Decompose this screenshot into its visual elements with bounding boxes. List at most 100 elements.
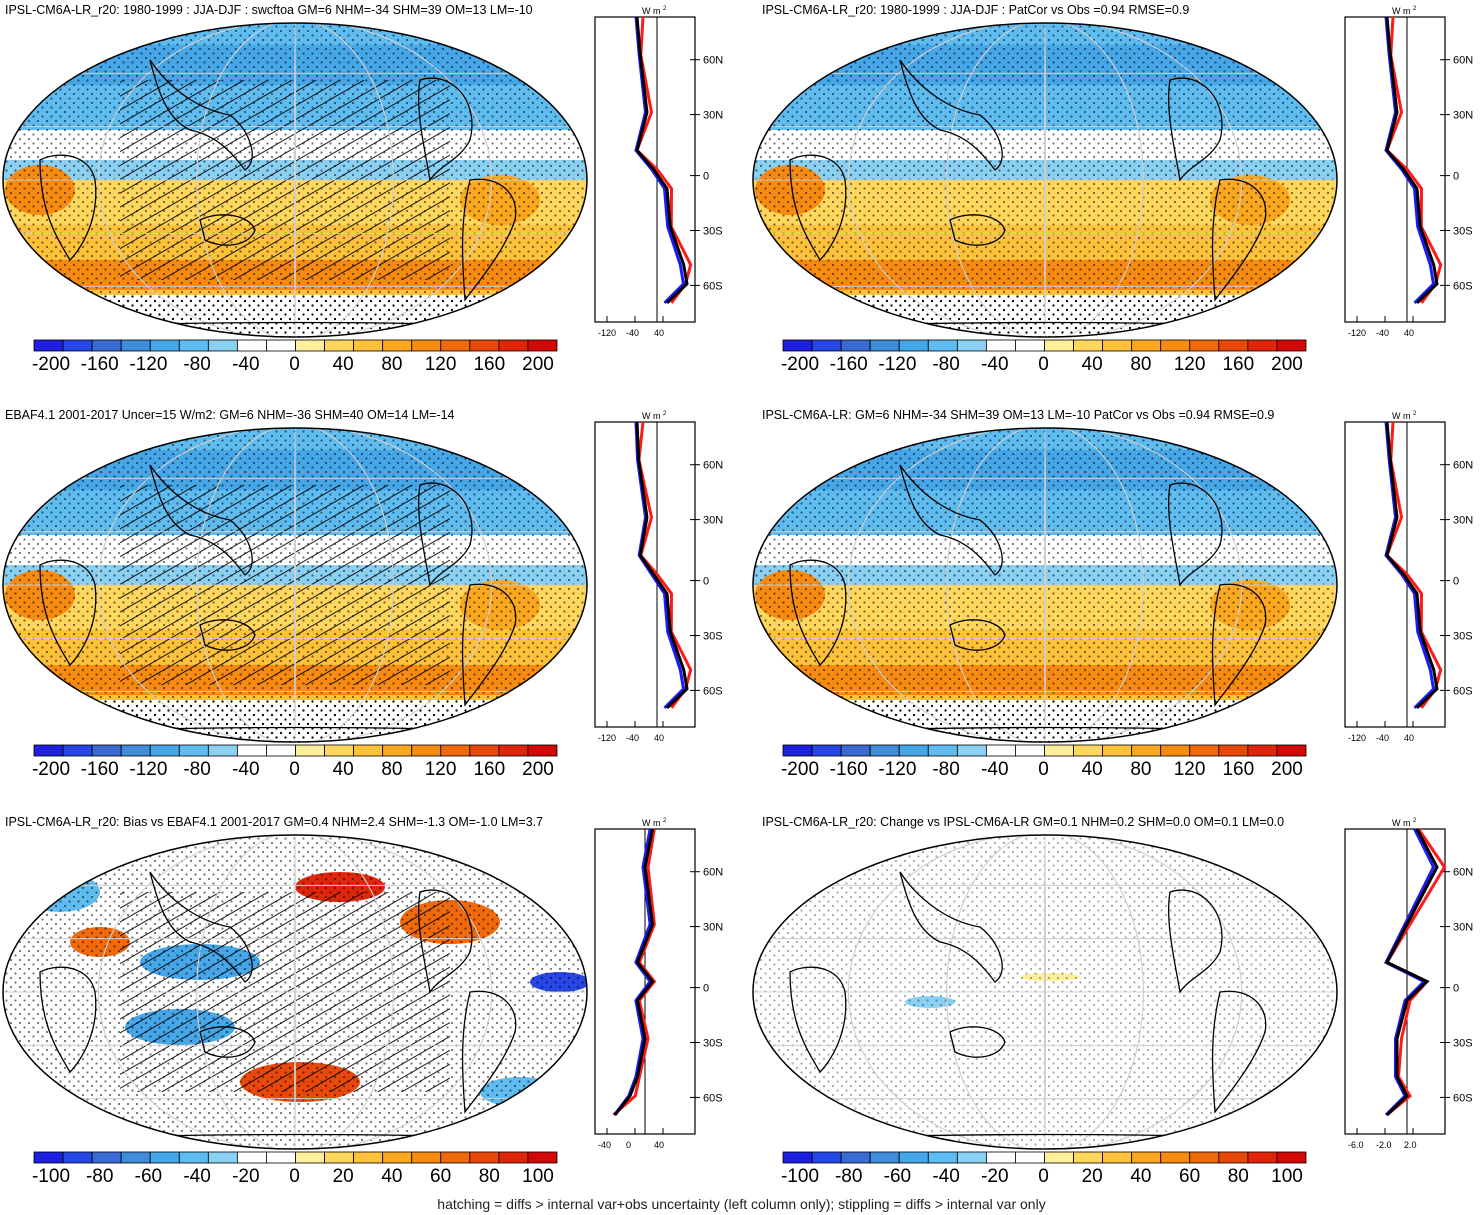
coastline bbox=[149, 59, 253, 171]
colorbar-swatch bbox=[236, 744, 267, 757]
colorbar-swatch bbox=[207, 339, 238, 352]
coastline bbox=[899, 59, 1003, 171]
lat-tick-label: 30N bbox=[1453, 515, 1473, 527]
map-border bbox=[2, 22, 588, 338]
colorbar-label: -80 bbox=[183, 759, 211, 780]
colorbar-swatch bbox=[353, 339, 384, 352]
colorbar bbox=[782, 744, 1307, 757]
colorbar-swatch bbox=[469, 1151, 500, 1164]
colorbar-swatch bbox=[898, 339, 929, 352]
profile-tick-label: 0 bbox=[626, 1140, 631, 1150]
colorbar-label: 120 bbox=[424, 759, 457, 780]
colorbar-label: -80 bbox=[932, 759, 960, 780]
model-curve bbox=[635, 16, 689, 304]
colorbar-swatch bbox=[927, 339, 958, 352]
colorbar-label: -100 bbox=[780, 1166, 820, 1187]
profile-tick-label: 40 bbox=[1404, 733, 1414, 743]
map-border bbox=[752, 22, 1338, 338]
colorbar-label: 40 bbox=[1081, 759, 1103, 780]
colorbar-label: -40 bbox=[232, 759, 260, 780]
alt-curve bbox=[1383, 828, 1436, 1116]
profile-tick-label: -40 bbox=[598, 1140, 611, 1150]
colorbar-swatch bbox=[178, 339, 209, 352]
lat-tick-label: 30S bbox=[1453, 1038, 1473, 1050]
colorbar-label: 100 bbox=[522, 1166, 554, 1187]
lat-tick-label: 0 bbox=[1453, 171, 1459, 183]
lat-tick-label: 30S bbox=[1453, 631, 1473, 643]
colorbar-label: 40 bbox=[1081, 354, 1103, 375]
colorbar-label: 80 bbox=[381, 759, 403, 780]
colorbar-swatch bbox=[207, 1151, 238, 1164]
profile-tick-label: -120 bbox=[598, 328, 616, 338]
profile-tick-label: -40 bbox=[626, 733, 639, 743]
map bbox=[2, 834, 588, 1150]
colorbar-swatch bbox=[382, 1151, 413, 1164]
coastline bbox=[899, 871, 1003, 983]
colorbar-label: 160 bbox=[1222, 354, 1255, 375]
map bbox=[752, 427, 1338, 743]
colorbar-swatch bbox=[956, 744, 987, 757]
colorbar-swatch bbox=[1276, 1151, 1307, 1164]
colorbar-swatch bbox=[149, 1151, 180, 1164]
colorbar-label: -200 bbox=[31, 759, 71, 780]
colorbar-swatch bbox=[91, 744, 122, 757]
coastline bbox=[949, 619, 1006, 651]
colorbar-labels: -200 -160 -120 -80 -40 0 40 80 120 160 200 bbox=[31, 759, 556, 783]
coastline bbox=[199, 619, 256, 651]
colorbar-label: 160 bbox=[1222, 759, 1255, 780]
colorbar-swatch bbox=[782, 339, 813, 352]
profile-tick-label: -120 bbox=[598, 733, 616, 743]
coastline bbox=[417, 889, 473, 994]
colorbar-labels: -100 -80 -60 -40 -20 0 20 40 60 80 100 bbox=[780, 1166, 1305, 1190]
colorbar-swatch bbox=[33, 744, 64, 757]
colorbar-swatch bbox=[1218, 744, 1249, 757]
colorbar-swatch bbox=[1102, 744, 1133, 757]
colorbar-label: 60 bbox=[1179, 1166, 1201, 1187]
coastline bbox=[1211, 178, 1267, 302]
colorbar-label: -40 bbox=[981, 759, 1009, 780]
colorbar-swatch bbox=[33, 1151, 64, 1164]
colorbar-label: -80 bbox=[183, 354, 211, 375]
colorbar-swatch bbox=[353, 744, 384, 757]
colorbar-swatch bbox=[266, 339, 296, 352]
panel-3: EBAF4.1 2001-2017 Uncer=15 W/m2: GM=6 NH… bbox=[0, 405, 735, 795]
colorbar-label: -160 bbox=[80, 759, 119, 780]
colorbar-label: -60 bbox=[883, 1166, 912, 1187]
colorbar-label: 200 bbox=[522, 759, 554, 780]
colorbar-label: 200 bbox=[1271, 759, 1303, 780]
svg-text:2: 2 bbox=[1413, 411, 1417, 417]
colorbar-swatch bbox=[178, 1151, 209, 1164]
lat-tick-label: 60S bbox=[703, 280, 723, 292]
colorbar-swatch bbox=[498, 339, 529, 352]
colorbar-swatch bbox=[1102, 339, 1133, 352]
colorbar-label: -120 bbox=[129, 354, 168, 375]
lat-tick-label: 30S bbox=[703, 1038, 723, 1050]
panel-title: IPSL-CM6A-LR: GM=6 NHM=-34 SHM=39 OM=13 … bbox=[762, 408, 1275, 422]
coastline bbox=[899, 464, 1003, 576]
panel-title: EBAF4.1 2001-2017 Uncer=15 W/m2: GM=6 NH… bbox=[5, 408, 455, 422]
colorbar-swatch bbox=[1073, 744, 1104, 757]
lat-tick-label: 30S bbox=[703, 631, 723, 643]
colorbar-label: 80 bbox=[1130, 354, 1152, 375]
profile-tick-label: -40 bbox=[1376, 733, 1389, 743]
colorbar-swatch bbox=[62, 1151, 93, 1164]
obs-curve bbox=[1385, 421, 1443, 709]
colorbar-label: 120 bbox=[1173, 354, 1206, 375]
colorbar-swatch bbox=[295, 1151, 325, 1164]
lat-tick-label: 30N bbox=[703, 110, 723, 122]
obs-curve bbox=[637, 421, 693, 709]
lat-tick-label: 60N bbox=[1453, 55, 1473, 67]
coastline bbox=[417, 77, 473, 182]
colorbar-label: -40 bbox=[183, 1166, 211, 1187]
colorbar-swatch bbox=[1276, 339, 1307, 352]
colorbar-swatch bbox=[324, 744, 355, 757]
coastline bbox=[1211, 583, 1267, 707]
colorbar-label: 20 bbox=[332, 1166, 354, 1187]
colorbar-swatch bbox=[120, 339, 151, 352]
colorbar-swatch bbox=[33, 339, 64, 352]
map-border bbox=[2, 834, 588, 1150]
colorbar-swatch bbox=[1015, 744, 1045, 757]
colorbar-swatch bbox=[382, 744, 413, 757]
coastline bbox=[789, 559, 847, 667]
colorbar-label: -200 bbox=[780, 759, 820, 780]
